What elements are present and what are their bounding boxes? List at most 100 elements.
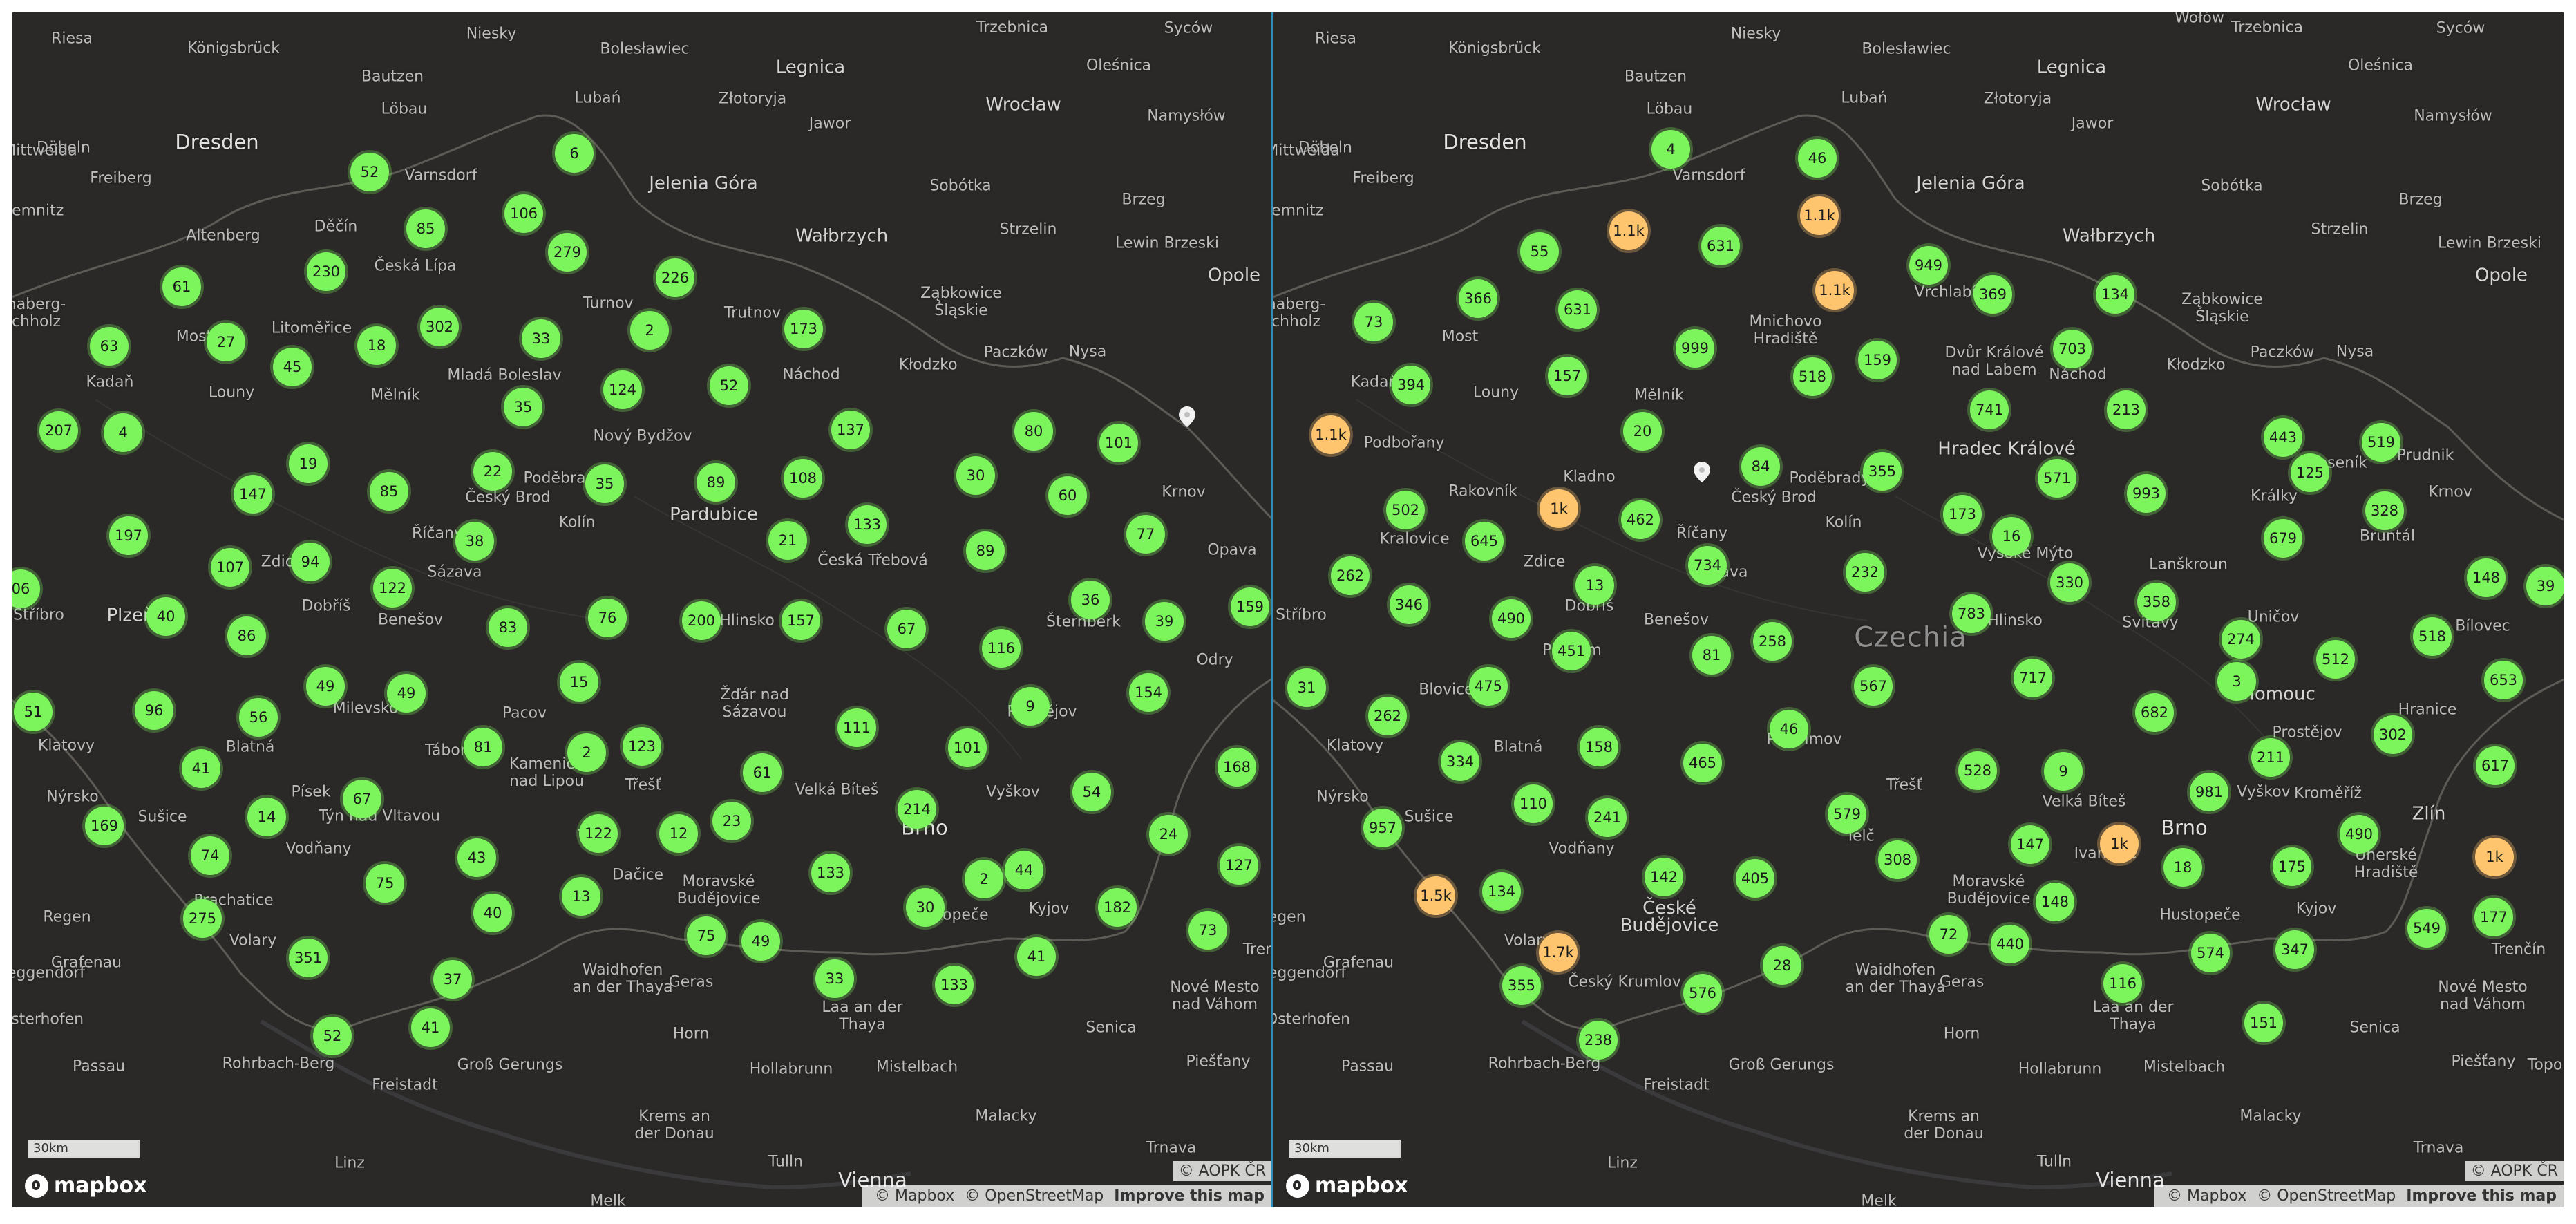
cluster-marker[interactable]: 981 [2190, 773, 2228, 811]
cluster-marker[interactable]: 308 [1878, 840, 1917, 879]
cluster-marker[interactable]: 328 [2365, 491, 2404, 530]
cluster-marker[interactable]: 89 [966, 531, 1005, 570]
cluster-marker[interactable]: 366 [1459, 279, 1497, 318]
map-panel-left[interactable]: Riesa Königsbrück Niesky Bolesławiec Trzebni… [12, 12, 1271, 1207]
cluster-marker[interactable]: 94 [291, 543, 330, 581]
cluster-marker[interactable]: 993 [2127, 474, 2166, 513]
cluster-marker-large[interactable]: 1k [2100, 825, 2139, 863]
cluster-marker[interactable]: 682 [2135, 693, 2174, 732]
cluster-marker[interactable]: 51 [14, 693, 53, 731]
cluster-marker[interactable]: 30 [906, 888, 945, 927]
cluster-marker[interactable]: 571 [2038, 459, 2076, 498]
cluster-marker[interactable]: 238 [1579, 1021, 1618, 1060]
cluster-marker[interactable]: 211 [2251, 738, 2290, 777]
cluster-marker[interactable]: 679 [2264, 519, 2302, 558]
cluster-marker[interactable]: 142 [1645, 858, 1683, 896]
cluster-marker[interactable]: 351 [289, 939, 328, 977]
cluster-marker[interactable]: 518 [2413, 617, 2452, 656]
cluster-marker[interactable]: 703 [2053, 330, 2092, 368]
aopk-attribution[interactable]: © AOPK ČR [1173, 1161, 1271, 1181]
mapbox-logo[interactable]: mapbox [25, 1174, 146, 1198]
cluster-marker[interactable]: 151 [2244, 1004, 2283, 1042]
cluster-marker[interactable]: 4 [104, 413, 142, 452]
cluster-marker[interactable]: 957 [1363, 809, 1402, 847]
mapbox-attribution-link[interactable]: © Mapbox [2167, 1187, 2247, 1205]
cluster-marker[interactable]: 39 [2526, 567, 2564, 605]
cluster-marker[interactable]: 134 [2096, 275, 2134, 314]
cluster-marker[interactable]: 38 [455, 522, 494, 561]
cluster-marker[interactable]: 96 [135, 691, 173, 730]
cluster-marker[interactable]: 13 [562, 877, 600, 916]
cluster-marker[interactable]: 18 [2163, 848, 2202, 887]
cluster-marker-large[interactable]: 1.1k [1815, 271, 1854, 310]
cluster-marker[interactable]: 36 [1071, 581, 1110, 619]
cluster-marker[interactable]: 46 [1770, 710, 1808, 748]
cluster-marker[interactable]: 355 [1863, 452, 1902, 491]
cluster-marker[interactable]: 21 [768, 521, 807, 560]
cluster-marker[interactable]: 23 [712, 802, 751, 840]
cluster-marker[interactable]: 76 [588, 599, 627, 637]
cluster-marker[interactable]: 22 [473, 452, 512, 491]
cluster-marker[interactable]: 75 [687, 916, 726, 955]
cluster-marker[interactable]: 101 [948, 728, 987, 767]
cluster-marker[interactable]: 44 [1005, 851, 1043, 889]
cluster-marker[interactable]: 157 [1548, 357, 1587, 395]
cluster-marker[interactable]: 347 [2275, 930, 2314, 969]
cluster-marker[interactable]: 451 [1552, 632, 1591, 670]
cluster-marker-large[interactable]: 1k [2475, 838, 2514, 876]
cluster-marker[interactable]: 41 [182, 749, 220, 788]
cluster-marker[interactable]: 159 [1231, 587, 1269, 626]
cluster-marker[interactable]: 30 [956, 456, 995, 495]
cluster-marker[interactable]: 16 [1992, 517, 2031, 556]
cluster-marker[interactable]: 73 [1354, 303, 1393, 341]
improve-map-link[interactable]: Improve this map [1114, 1187, 1265, 1205]
cluster-marker[interactable]: 631 [1558, 290, 1597, 329]
cluster-marker[interactable]: 645 [1465, 522, 1504, 561]
cluster-marker[interactable]: 43 [457, 838, 496, 877]
cluster-marker[interactable]: 490 [2340, 815, 2378, 854]
cluster-marker[interactable]: 61 [743, 753, 782, 792]
cluster-marker[interactable]: 158 [1580, 728, 1618, 766]
cluster-marker[interactable]: 85 [406, 209, 445, 248]
cluster-marker[interactable]: 528 [1958, 751, 1997, 790]
cluster-marker[interactable]: 576 [1683, 974, 1722, 1013]
cluster-marker[interactable]: 197 [109, 516, 148, 555]
aopk-attribution[interactable]: © AOPK ČR [2465, 1161, 2564, 1181]
cluster-marker[interactable]: 56 [239, 698, 278, 737]
cluster-marker[interactable]: 84 [1741, 447, 1780, 486]
cluster-marker[interactable]: 116 [982, 629, 1021, 668]
cluster-marker[interactable]: 330 [2050, 563, 2089, 602]
cluster-marker[interactable]: 72 [1929, 915, 1968, 954]
cluster-marker[interactable]: 175 [2273, 847, 2311, 886]
cluster-marker[interactable]: 41 [411, 1008, 450, 1047]
cluster-marker[interactable]: 63 [90, 327, 129, 366]
cluster-marker[interactable]: 9 [1011, 687, 1050, 726]
cluster-marker[interactable]: 49 [741, 922, 780, 961]
cluster-marker[interactable]: 52 [350, 153, 389, 191]
cluster-marker[interactable]: 89 [697, 463, 735, 502]
cluster-marker[interactable]: 346 [1390, 585, 1428, 624]
cluster-marker[interactable]: 462 [1621, 500, 1660, 539]
cluster-marker[interactable]: 40 [146, 597, 185, 636]
cluster-marker[interactable]: 549 [2407, 909, 2446, 948]
cluster-marker[interactable]: 86 [227, 616, 266, 655]
cluster-marker[interactable]: 200 [682, 601, 721, 640]
cluster-marker[interactable]: 147 [234, 475, 272, 514]
cluster-marker[interactable]: 443 [2264, 418, 2302, 457]
cluster-marker[interactable]: 28 [1763, 946, 1801, 985]
cluster-marker[interactable]: 334 [1441, 742, 1479, 781]
cluster-marker[interactable]: 2 [965, 860, 1003, 898]
cluster-marker[interactable]: 274 [2222, 620, 2260, 659]
cluster-marker[interactable]: 133 [935, 966, 974, 1004]
cluster-marker[interactable]: 33 [522, 319, 560, 358]
cluster-marker[interactable]: 107 [211, 548, 249, 587]
cluster-marker[interactable]: 258 [1753, 622, 1792, 661]
cluster-marker[interactable]: 125 [2291, 453, 2329, 492]
cluster-marker[interactable]: 46 [1798, 139, 1837, 178]
cluster-marker[interactable]: 24 [1149, 815, 1188, 854]
cluster-marker[interactable]: 19 [289, 444, 328, 483]
map-pin-icon[interactable] [1179, 406, 1195, 427]
cluster-marker[interactable]: 159 [1858, 341, 1897, 379]
cluster-marker[interactable]: 653 [2484, 661, 2523, 699]
cluster-marker[interactable]: 123 [623, 727, 661, 766]
